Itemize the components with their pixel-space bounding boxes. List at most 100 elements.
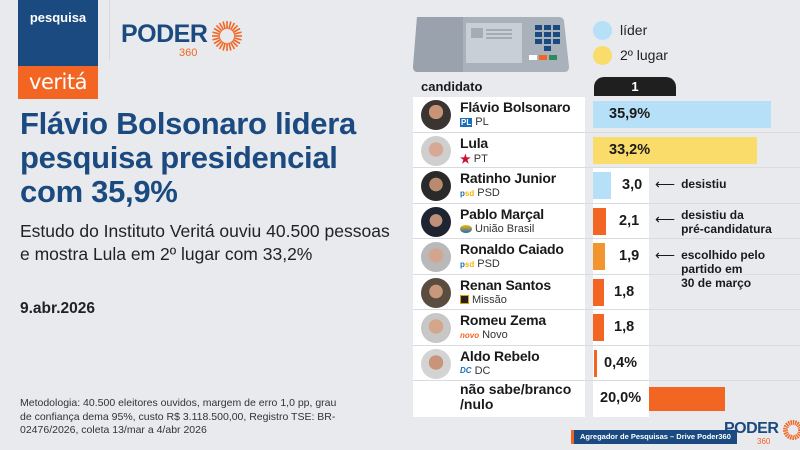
value-cell — [593, 345, 649, 380]
arrow-left-icon: ⟵ — [655, 176, 676, 192]
pesquisa-label: pesquisa — [18, 0, 98, 66]
party-name: Novo — [482, 329, 508, 341]
verita-logo: veritá — [18, 66, 98, 99]
candidate-column-header: candidato — [421, 79, 483, 94]
bar — [593, 314, 604, 341]
divider — [109, 0, 110, 60]
candidate-name: Renan Santos — [460, 276, 551, 293]
psd-logo-icon: psd — [460, 259, 475, 269]
party: psd PSD — [460, 187, 500, 199]
legend-label: líder — [620, 22, 648, 38]
avatar — [421, 100, 451, 130]
party-name: PSD — [477, 187, 500, 199]
uniao-brasil-logo-icon — [460, 224, 472, 233]
aggregator-banner[interactable]: Agregador de Pesquisas – Drive Poder360 — [571, 430, 737, 444]
table-row: Ratinho Junior psd PSD 3,0 ⟵ desistiu — [413, 168, 800, 204]
party: União Brasil — [460, 223, 534, 235]
value-label: 33,2% — [609, 141, 651, 158]
table-row: Ronaldo Caiado psd PSD 1,9 ⟵ escolhido p… — [413, 239, 800, 290]
annotation: ⟵ escolhido pelo partido em 30 de março — [655, 248, 765, 290]
table-row: Aldo Rebelo DC DC 0,4% — [413, 345, 800, 381]
publish-date: 9.abr.2026 — [20, 300, 95, 317]
party: ★ PT — [460, 152, 488, 166]
logo-number: 360 — [179, 47, 198, 59]
pt-star-icon: ★ — [460, 151, 471, 166]
candidate-cell: não sabe/branco /nulo — [413, 381, 585, 417]
table-row: Flávio Bolsonaro PL PL 35,9% — [413, 97, 800, 133]
party-name: PT — [473, 152, 488, 165]
candidate-name: Romeu Zema — [460, 312, 546, 328]
bar — [649, 387, 725, 411]
party: DC DC — [460, 365, 490, 377]
candidate-cell: Ronaldo Caiado psd PSD — [413, 239, 585, 274]
bar — [593, 172, 611, 199]
candidate-cell: Flávio Bolsonaro PL PL — [413, 97, 585, 132]
party: novo Novo — [460, 329, 508, 341]
psd-logo-icon: psd — [460, 188, 475, 198]
candidate-name: Pablo Marçal — [460, 205, 544, 222]
value-label: 1,9 — [619, 248, 640, 264]
candidate-name: Lula — [460, 134, 488, 151]
value-label: 2,1 — [619, 212, 640, 229]
arrow-left-icon: ⟵ — [655, 247, 676, 263]
avatar — [421, 313, 451, 343]
logo-word: PODER — [121, 20, 208, 48]
annotation-text: 30 de março — [681, 276, 752, 290]
second-dot-icon — [593, 45, 612, 65]
value-label: 1,8 — [614, 319, 635, 335]
leader-dot-icon — [593, 20, 612, 40]
annotation-text: pré-candidatura — [681, 221, 772, 236]
avatar — [421, 135, 451, 166]
annotation-text: partido em — [681, 262, 743, 276]
legend-item-leader: líder — [593, 20, 668, 40]
avatar — [421, 171, 451, 201]
candidate-name: não sabe/branco /nulo — [460, 382, 571, 412]
bar — [593, 207, 606, 235]
value-label: 1,8 — [614, 283, 635, 300]
round-tab: 1 — [594, 77, 676, 96]
candidate-name: Ratinho Junior — [460, 170, 556, 186]
value-cell — [593, 381, 649, 417]
methodology-note: Metodologia: 40.500 eleitores ouvidos, m… — [20, 397, 337, 436]
party-name: DC — [474, 364, 491, 377]
poder360-footer-logo: PODER 360 — [724, 420, 800, 446]
pesquisa-verita-tag: pesquisa veritá — [18, 0, 98, 99]
novo-logo-icon: novo — [460, 330, 480, 340]
party-name: PSD — [477, 258, 500, 270]
sun-icon — [783, 420, 800, 440]
value-label: 0,4% — [604, 354, 638, 371]
value-label: 3,0 — [622, 177, 643, 193]
logo-number: 360 — [757, 437, 771, 446]
annotation-text: desistiu — [681, 177, 727, 191]
annotation: ⟵ desistiu da pré-candidatura — [655, 208, 772, 236]
table-row: Lula ★ PT 33,2% — [413, 132, 800, 168]
avatar — [421, 348, 451, 379]
legend-label: 2º lugar — [620, 47, 668, 63]
dc-logo-icon: DC — [460, 366, 472, 375]
bar-leader — [593, 101, 771, 128]
party-name: PL — [475, 116, 489, 128]
avatar — [421, 206, 451, 237]
annotation-text: desistiu da — [681, 207, 744, 222]
arrow-left-icon: ⟵ — [655, 210, 676, 227]
voting-machine-icon — [413, 17, 569, 72]
table-row: Pablo Marçal União Brasil 2,1 ⟵ desistiu… — [413, 203, 800, 239]
sun-icon — [212, 21, 243, 51]
logo-word: PODER — [724, 420, 779, 437]
table-row: Romeu Zema novo Novo 1,8 — [413, 310, 800, 346]
missao-logo-icon — [460, 295, 469, 304]
party-name: Missão — [472, 293, 507, 306]
name-line: /nulo — [460, 396, 494, 412]
annotation: ⟵ desistiu — [655, 177, 726, 191]
bar — [593, 243, 605, 270]
candidate-cell: Romeu Zema novo Novo — [413, 310, 585, 345]
pl-logo-icon: PL — [460, 117, 473, 127]
bar-second — [593, 136, 757, 164]
poder360-logo: PODER 360 — [121, 20, 243, 59]
avatar — [421, 277, 451, 308]
party: psd PSD — [460, 258, 500, 270]
candidate-name: Ronaldo Caiado — [460, 241, 564, 257]
value-label: 35,9% — [609, 106, 651, 122]
party: Missão — [460, 294, 507, 306]
candidate-cell: Pablo Marçal União Brasil — [413, 203, 585, 238]
